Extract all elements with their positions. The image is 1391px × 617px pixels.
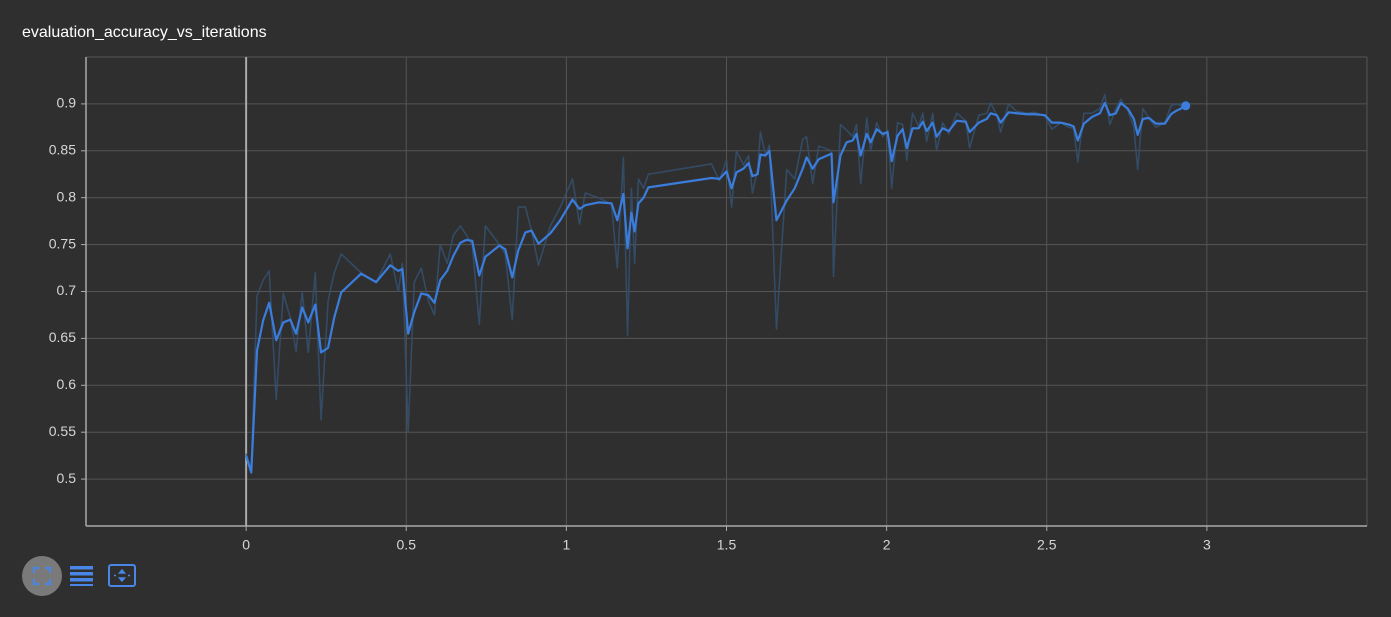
y-tick-label: 0.6 xyxy=(57,376,77,392)
x-tick-label: 2 xyxy=(883,537,891,553)
y-tick-label: 0.55 xyxy=(49,423,76,439)
x-tick-label: 0 xyxy=(242,537,250,553)
grid: 0.5 0.55 0.6 0.65 0.7 0.75 0.8 0.85 0.9 0 0.5 1 1.5 2… xyxy=(49,56,1368,553)
x-tick-label: 1.5 xyxy=(717,537,737,553)
y-tick-label: 0.7 xyxy=(57,282,77,298)
y-tick-label: 0.65 xyxy=(49,329,76,345)
fit-icon xyxy=(32,566,52,586)
zoom-button[interactable] xyxy=(108,564,136,587)
fit-button[interactable] xyxy=(22,556,62,596)
smoothed-line xyxy=(245,101,1187,474)
last-point xyxy=(1181,101,1191,111)
y-tick-label: 0.5 xyxy=(57,470,77,486)
log-scale-button[interactable] xyxy=(70,566,93,586)
plot-lines xyxy=(245,93,1191,474)
x-tick-label: 1 xyxy=(562,537,570,553)
x-tick-label: 3 xyxy=(1203,537,1211,553)
toolbar xyxy=(22,556,136,596)
raw-line xyxy=(245,93,1186,471)
x-tick-label: 0.5 xyxy=(397,537,417,553)
chart-title: evaluation_accuracy_vs_iterations xyxy=(22,24,267,41)
y-tick-label: 0.8 xyxy=(57,188,77,204)
y-tick-label: 0.9 xyxy=(57,95,77,111)
y-tick-label: 0.85 xyxy=(49,142,76,158)
y-tick-label: 0.75 xyxy=(49,235,76,251)
x-tick-label: 2.5 xyxy=(1037,537,1057,553)
